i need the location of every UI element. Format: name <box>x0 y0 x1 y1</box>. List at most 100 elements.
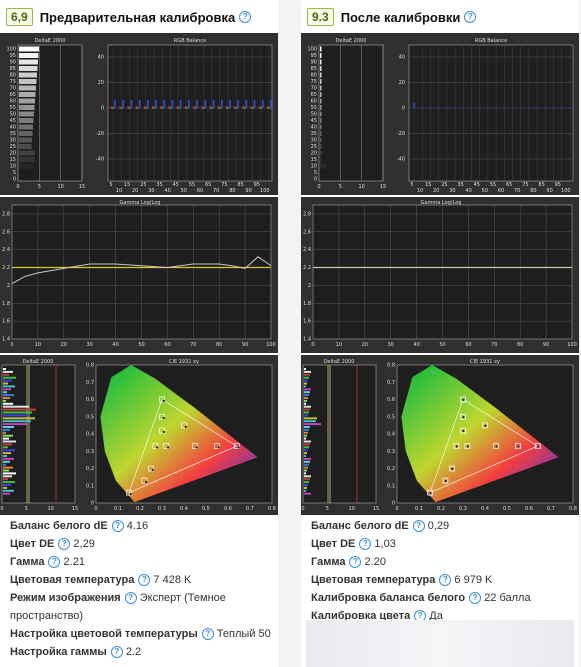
stat-label: Гамма <box>10 556 45 568</box>
x-tick-label: 0.2 <box>437 506 445 512</box>
help-icon[interactable]: ? <box>48 556 61 569</box>
deltae2-bar <box>3 472 16 475</box>
deltae2-bar <box>304 460 310 463</box>
y-tick-label: 0.7 <box>387 380 395 386</box>
deltae2-bar <box>304 489 306 492</box>
deltae2-bar <box>3 460 10 463</box>
header-after: 9.3 После калибровки ? <box>307 7 477 27</box>
y-tick-label: 2.8 <box>2 211 10 217</box>
deltae2-bar <box>3 478 8 481</box>
rgb-bar-blue <box>470 107 473 108</box>
rgb-bar-blue <box>220 100 223 108</box>
y-tick-label: 10 <box>10 164 16 170</box>
stat-value: 0,29 <box>424 520 450 532</box>
deltae2-bar <box>304 434 307 437</box>
y-tick-label: 80 <box>10 73 16 79</box>
rgb-bar-blue <box>413 103 415 108</box>
deltae2-bar <box>304 388 311 391</box>
deltae-cie-panel-before: DeltaE 2000 0 5 10 15 CIE 1931 xy 0.8 0.7 0.6 0.5… <box>0 355 278 515</box>
cie-target-marker <box>482 422 488 429</box>
stat-value: Да <box>426 610 443 622</box>
help-icon[interactable]: ? <box>58 538 71 551</box>
deltae2-chart-title: DeltaE 2000 <box>23 359 54 365</box>
rgb-bar-green <box>112 107 115 109</box>
y-tick-label: 25 <box>311 144 317 150</box>
y-tick-label: 0.3 <box>86 449 94 455</box>
x-tick-label: 5 <box>410 182 413 188</box>
help-icon[interactable]: ? <box>469 592 482 605</box>
x-tick-label: 0.2 <box>136 506 144 512</box>
cie-measured-point <box>466 444 470 448</box>
rgb-bar-blue <box>138 100 141 108</box>
help-icon[interactable]: ? <box>124 592 137 605</box>
help-icon[interactable]: ? <box>349 556 362 569</box>
x-tick-label: 10 <box>57 184 63 190</box>
deltae-bar <box>320 98 322 104</box>
cie-measured-point <box>461 415 465 419</box>
rgb-bar-blue <box>462 107 465 108</box>
deltae-chart-title: DeltaE 2000 <box>336 38 367 44</box>
cie-measured-point <box>184 425 188 429</box>
rgb-bar-blue <box>560 107 563 108</box>
cie-measured-point <box>483 424 487 428</box>
deltae2-bar <box>3 397 10 399</box>
x-tick-label: 60 <box>164 342 170 348</box>
deltae2-bar <box>3 376 16 379</box>
y-tick-label: 90 <box>10 60 16 66</box>
help-icon[interactable]: ? <box>110 646 123 659</box>
x-tick-label: 30 <box>388 342 394 348</box>
rgb-bar-blue <box>487 107 489 108</box>
deltae2-bar <box>304 370 311 373</box>
cie-measured-point <box>450 467 454 471</box>
help-icon[interactable]: ? <box>359 538 372 551</box>
stat-label: Калибровка баланса белого <box>311 592 466 604</box>
help-icon[interactable]: ? <box>239 11 252 23</box>
deltae2-bar <box>304 399 307 402</box>
rgb-bar-green <box>120 107 123 109</box>
stat-value: 6 979 K <box>451 574 493 586</box>
x-tick-label: 10 <box>348 506 354 512</box>
rgb-bar-red <box>152 106 154 109</box>
rgb-bar-blue <box>270 100 272 108</box>
x-tick-label: 0.1 <box>415 506 423 512</box>
x-tick-label: 10 <box>47 506 53 512</box>
stat-label: Настройка цветовой температуры <box>10 628 198 640</box>
help-icon[interactable]: ? <box>412 520 425 533</box>
cie-chart-title: CIE 1931 xy <box>470 359 500 365</box>
deltae-bar <box>320 150 322 156</box>
rgb-bar-green <box>227 107 230 109</box>
cie-target-marker <box>427 489 433 496</box>
y-tick-label: 25 <box>10 144 16 150</box>
x-tick-label: 95 <box>555 182 561 188</box>
y-tick-label: 0.6 <box>86 397 94 403</box>
deltae2-bar <box>304 431 308 434</box>
help-icon[interactable]: ? <box>138 574 151 587</box>
cie-target-marker <box>442 477 449 484</box>
x-tick-label: 90 <box>543 342 549 348</box>
deltae-bar <box>19 66 38 71</box>
rgb-bar-blue <box>511 107 514 108</box>
x-tick-label: 40 <box>465 188 471 194</box>
deltae2-bar <box>3 437 9 440</box>
y-tick-label: 20 <box>98 80 104 86</box>
rgb-bar-red <box>209 106 212 109</box>
deltae2-bar <box>304 455 306 457</box>
x-tick-label: 5 <box>109 182 112 188</box>
deltae-bar <box>320 111 322 117</box>
deltae2-bar <box>3 368 6 370</box>
help-icon[interactable]: ? <box>439 574 452 587</box>
help-icon[interactable]: ? <box>111 520 124 533</box>
x-tick-label: 15 <box>79 184 85 190</box>
cie-target-marker <box>515 443 521 449</box>
x-tick-label: 80 <box>517 342 523 348</box>
cie-target-marker <box>460 413 466 420</box>
help-icon[interactable]: ? <box>464 11 477 23</box>
x-tick-label: 10 <box>417 188 423 194</box>
x-tick-label: 45 <box>173 182 179 188</box>
deltae-bar <box>19 157 35 162</box>
deltae2-bar <box>3 446 8 449</box>
deltae2-bar <box>304 475 311 478</box>
gamma-curve <box>11 256 272 285</box>
help-icon[interactable]: ? <box>201 628 214 641</box>
deltae2-bar <box>3 402 13 405</box>
